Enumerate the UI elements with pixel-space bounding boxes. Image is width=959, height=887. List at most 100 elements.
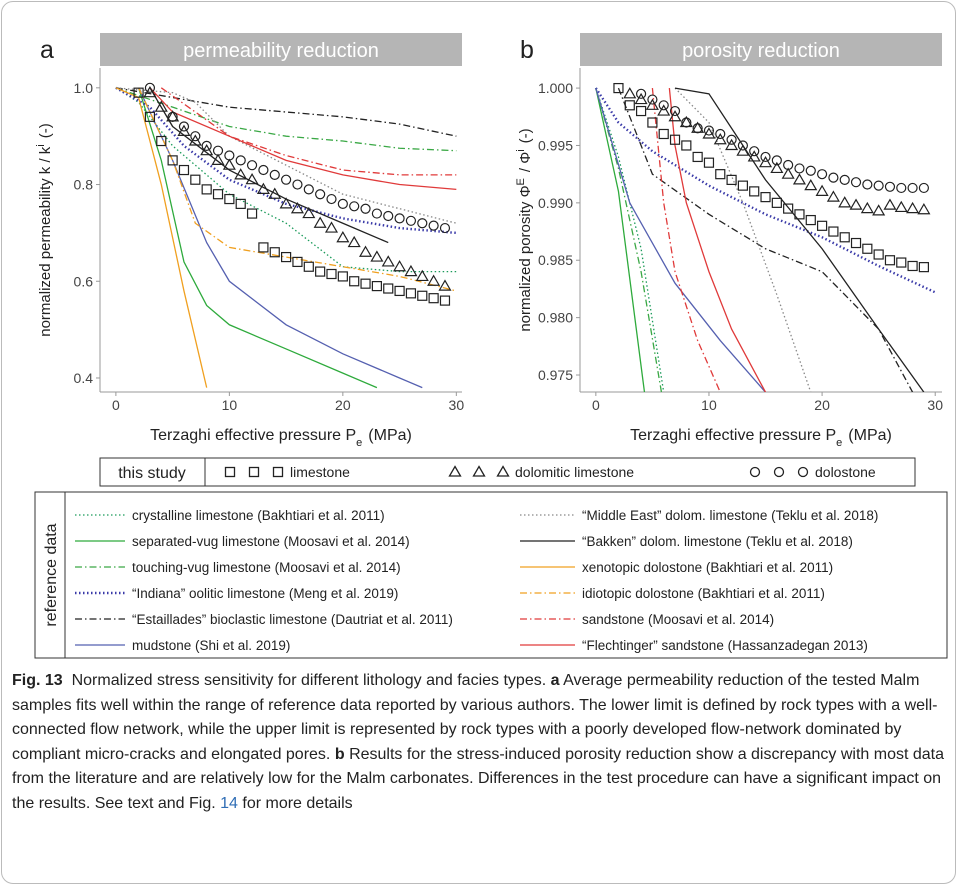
legend-label: separated-vug limestone (Moosavi et al. … <box>132 534 410 549</box>
marker-circle <box>816 169 828 180</box>
marker-square <box>613 82 624 94</box>
marker-square <box>394 285 405 297</box>
marker-triangle <box>804 178 818 191</box>
series-line <box>668 88 767 392</box>
marker-circle <box>167 111 178 122</box>
marker-triangle <box>815 184 829 196</box>
marker-circle <box>349 201 360 212</box>
panel-title: porosity reduction <box>682 40 840 62</box>
legend-label: limestone <box>290 464 350 480</box>
marker-triangle <box>758 155 773 168</box>
plot-area <box>100 68 462 392</box>
marker-square <box>349 276 360 287</box>
y-tick-label: 0.995 <box>538 137 573 153</box>
legend-label: “Indiana” oolitic limestone (Meng et al.… <box>132 586 398 601</box>
marker-square <box>315 266 326 277</box>
label-text: Terzaghi effective pressure P <box>150 427 356 444</box>
marker-triangle <box>359 245 373 257</box>
marker-circle <box>715 128 726 140</box>
legend-label: crystalline limestone (Bakhtiari et al. … <box>132 508 385 523</box>
marker-triangle <box>268 187 282 199</box>
marker-square <box>839 232 850 243</box>
x-tick-label: 10 <box>701 397 717 413</box>
caption-text: Average permeability reduction of the te… <box>12 672 938 763</box>
marker-square <box>862 243 873 254</box>
marker-square <box>337 271 348 282</box>
marker-square <box>281 251 292 263</box>
y-tick-label: 0.975 <box>538 367 573 383</box>
marker-square <box>873 249 884 260</box>
marker-triangle <box>496 465 510 477</box>
marker-triangle <box>404 264 418 277</box>
marker-circle <box>439 222 451 234</box>
marker-circle <box>896 182 907 194</box>
y-tick-label: 0.990 <box>538 195 573 211</box>
y-tick-label: 1.000 <box>538 80 573 96</box>
marker-circle <box>258 164 269 176</box>
marker-triangle <box>279 197 293 209</box>
panel-label: b <box>520 36 534 64</box>
marker-square <box>272 466 284 478</box>
legend-label: touching-vug limestone (Moosavi et al. 2… <box>132 560 401 575</box>
legend-label: idiotopic dolostone (Bakhtiari et al. 20… <box>582 586 825 601</box>
marker-triangle <box>415 269 429 282</box>
series-line <box>137 87 378 389</box>
caption: Fig. 13 Normalized stress sensitivity fo… <box>12 669 947 817</box>
marker-square <box>794 209 805 220</box>
marker-square <box>624 100 635 111</box>
marker-circle <box>315 189 326 200</box>
marker-triangle <box>448 465 462 477</box>
marker-square <box>715 169 726 180</box>
marker-circle <box>658 100 669 111</box>
marker-triangle <box>770 161 784 174</box>
marker-circle <box>224 150 235 161</box>
label-text: (MPa) <box>368 427 412 444</box>
marker-triangle <box>702 127 716 139</box>
marker-circle <box>805 165 816 176</box>
series-line <box>594 87 936 294</box>
marker-triangle <box>872 204 886 216</box>
series-group <box>115 82 457 389</box>
marker-triangle <box>838 196 852 208</box>
marker-square <box>417 290 428 301</box>
figure-link[interactable]: 14 <box>220 794 238 812</box>
marker-circle <box>190 131 201 142</box>
marker-circle <box>405 215 417 226</box>
marker-circle <box>794 163 805 174</box>
marker-square <box>771 197 782 208</box>
marker-circle <box>749 466 761 478</box>
marker-square <box>805 214 816 226</box>
marker-triangle <box>747 150 761 162</box>
series-line <box>115 87 457 152</box>
marker-circle <box>144 82 156 93</box>
marker-triangle <box>438 279 452 291</box>
marker-square <box>235 198 246 209</box>
marker-square <box>246 208 258 219</box>
marker-circle <box>873 180 884 191</box>
marker-square <box>371 280 382 292</box>
marker-triangle <box>634 92 648 105</box>
plot-area <box>580 68 942 392</box>
marker-square <box>783 203 794 214</box>
marker-square <box>692 151 703 163</box>
marker-triangle <box>245 173 259 185</box>
marker-circle <box>178 121 190 132</box>
marker-square <box>760 192 771 203</box>
y-tick-label: 0.4 <box>74 370 94 386</box>
marker-triangle <box>313 216 327 228</box>
marker-triangle <box>290 202 304 214</box>
marker-circle <box>737 140 749 151</box>
marker-triangle <box>324 221 339 233</box>
marker-triangle <box>826 190 840 202</box>
y-tick-label: 0.8 <box>74 177 94 193</box>
series-line <box>651 88 721 392</box>
marker-square <box>383 283 394 294</box>
marker-square <box>269 247 280 258</box>
label-text: (-) <box>517 128 534 143</box>
y-axis-label: normalized porosity ΦE / Φi (-) <box>515 128 534 331</box>
marker-square <box>850 237 862 249</box>
marker-triangle <box>645 98 659 110</box>
x-axis-label: Terzaghi effective pressure Pe (MPa) <box>630 427 892 449</box>
caption-text: Normalized stress sensitivity for differ… <box>71 672 547 689</box>
marker-square <box>669 134 681 145</box>
